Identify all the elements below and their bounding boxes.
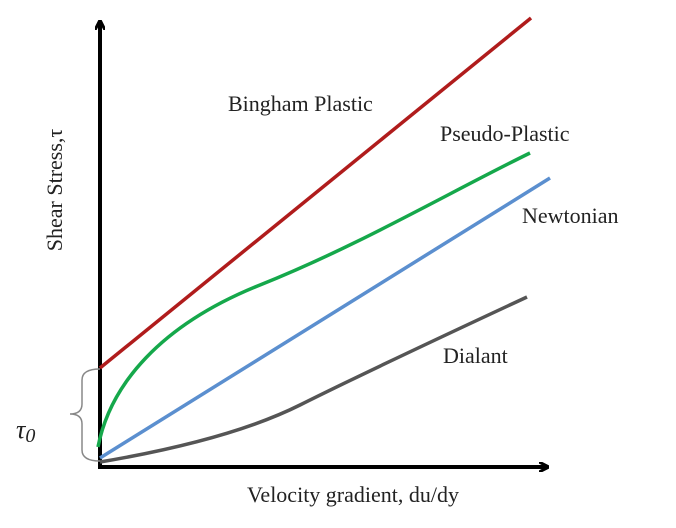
bingham-curve (98, 16, 533, 370)
curve-label: Bingham Plastic (228, 91, 373, 116)
yield-brace (69, 368, 101, 462)
x-axis-label: Velocity gradient, du/dy (247, 482, 459, 507)
curve-label: Newtonian (522, 203, 619, 228)
newtonian-curve (99, 176, 551, 460)
tau-symbol: τ (16, 415, 27, 444)
dilatant-curve (99, 295, 528, 464)
y-axis-label: Shear Stress,τ (42, 129, 67, 252)
curve-label: Dialant (443, 343, 508, 368)
yield-stress-label: τ0 (16, 415, 35, 447)
pseudo-plastic-curve (96, 151, 531, 448)
curve-label: Pseudo-Plastic (440, 121, 570, 146)
tau-subscript: 0 (25, 425, 35, 447)
